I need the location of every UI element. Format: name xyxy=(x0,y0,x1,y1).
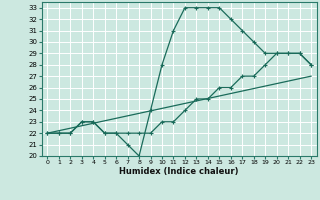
X-axis label: Humidex (Indice chaleur): Humidex (Indice chaleur) xyxy=(119,167,239,176)
